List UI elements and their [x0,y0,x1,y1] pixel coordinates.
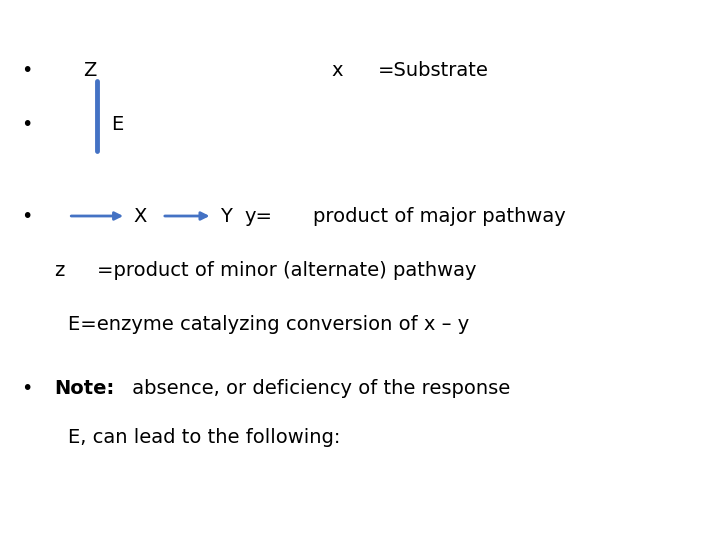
Text: •: • [22,60,33,80]
Text: •: • [22,206,33,226]
Text: absence, or deficiency of the response: absence, or deficiency of the response [126,379,510,399]
Text: X: X [133,206,147,226]
Text: E: E [112,114,124,134]
Text: x: x [331,60,343,80]
Text: =product of minor (alternate) pathway: =product of minor (alternate) pathway [97,260,477,280]
Text: z: z [54,260,64,280]
Text: product of major pathway: product of major pathway [313,206,566,226]
Text: •: • [22,379,33,399]
Text: Z: Z [83,60,96,80]
Text: Note:: Note: [54,379,114,399]
Text: E, can lead to the following:: E, can lead to the following: [68,428,341,447]
Text: E=enzyme catalyzing conversion of x – y: E=enzyme catalyzing conversion of x – y [68,314,469,334]
Text: y=: y= [245,206,273,226]
Text: Y: Y [220,206,231,226]
Text: =Substrate: =Substrate [378,60,489,80]
Text: •: • [22,114,33,134]
